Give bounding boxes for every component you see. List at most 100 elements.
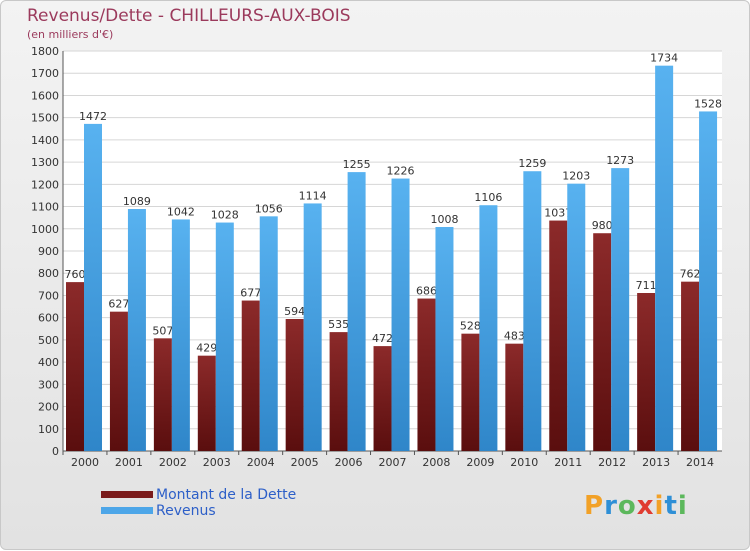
data-label: 686	[416, 285, 437, 298]
x-tick-label: 2008	[422, 456, 450, 469]
x-tick-label: 2004	[247, 456, 275, 469]
data-label: 980	[592, 219, 613, 232]
chart-subtitle: (en milliers d'€)	[27, 28, 114, 41]
data-label: 594	[284, 305, 305, 318]
bar-revenus	[435, 227, 454, 451]
data-label: 1028	[211, 209, 239, 222]
data-label: 1273	[606, 154, 634, 167]
bar-revenus	[479, 205, 498, 451]
data-label: 1203	[562, 170, 590, 183]
y-tick-label: 1600	[31, 89, 59, 102]
y-tick-label: 1700	[31, 67, 59, 80]
bar-dette	[505, 343, 524, 451]
x-tick-label: 2009	[466, 456, 494, 469]
data-label: 1528	[694, 97, 722, 110]
bar-revenus	[215, 222, 234, 451]
data-label: 1056	[255, 202, 283, 215]
logo-letter: i	[654, 491, 665, 521]
data-label: 1472	[79, 110, 107, 123]
bar-dette	[461, 333, 480, 451]
x-tick-label: 2003	[203, 456, 231, 469]
data-label: 528	[460, 320, 481, 333]
data-label: 1106	[474, 191, 502, 204]
y-tick-label: 1300	[31, 156, 59, 169]
y-tick-label: 1400	[31, 134, 59, 147]
bar-dette	[593, 233, 612, 451]
bar-dette	[373, 346, 392, 451]
data-label: 1114	[299, 189, 327, 202]
x-tick-label: 2007	[379, 456, 407, 469]
y-tick-label: 300	[38, 378, 59, 391]
data-label: 1226	[387, 165, 415, 178]
bar-dette	[681, 281, 700, 451]
bar-revenus	[303, 203, 322, 451]
y-tick-label: 1100	[31, 201, 59, 214]
y-tick-label: 900	[38, 245, 59, 258]
bar-revenus	[84, 123, 102, 451]
bar-revenus	[391, 178, 410, 452]
y-tick-label: 600	[38, 312, 59, 325]
bar-dette	[329, 332, 348, 451]
x-tick-label: 2005	[291, 456, 319, 469]
y-tick-label: 200	[38, 401, 59, 414]
legend-label-revenus: Revenus	[156, 503, 216, 519]
data-label: 762	[680, 268, 701, 281]
x-tick-label: 2002	[159, 456, 187, 469]
proxiti-logo: Proxiti	[584, 491, 688, 521]
data-label: 627	[108, 298, 129, 311]
bar-revenus	[699, 111, 718, 451]
y-tick-label: 1200	[31, 178, 59, 191]
logo-letter: t	[664, 491, 678, 521]
legend-swatch-dette	[101, 491, 153, 498]
data-label: 472	[372, 332, 393, 345]
logo-letter: P	[584, 491, 605, 521]
logo-letter: o	[617, 491, 637, 521]
bar-dette	[417, 298, 436, 451]
bar-revenus	[655, 65, 674, 452]
y-tick-label: 1000	[31, 223, 59, 236]
bar-dette	[153, 338, 172, 451]
data-label: 1734	[650, 52, 678, 65]
bar-dette	[241, 300, 260, 451]
y-tick-label: 1500	[31, 112, 59, 125]
data-label: 1089	[123, 195, 151, 208]
data-label: 760	[65, 268, 86, 281]
x-tick-label: 2010	[510, 456, 538, 469]
bar-dette	[197, 355, 216, 451]
x-tick-label: 2011	[554, 456, 582, 469]
bar-dette	[66, 282, 84, 451]
chart-title: Revenus/Dette - CHILLEURS-AUX-BOIS	[27, 6, 351, 26]
data-label: 535	[328, 318, 349, 331]
data-label: 1037	[544, 207, 572, 220]
data-label: 483	[504, 330, 525, 343]
bar-dette	[637, 293, 656, 451]
bar-revenus	[347, 172, 366, 451]
data-label: 1259	[518, 157, 546, 170]
logo-letter: r	[604, 491, 618, 521]
logo-letter: i	[677, 491, 688, 521]
x-tick-label: 2006	[335, 456, 363, 469]
y-tick-label: 100	[38, 423, 59, 436]
bar-revenus	[523, 171, 542, 451]
bar-revenus	[259, 216, 278, 451]
y-tick-label: 400	[38, 356, 59, 369]
y-tick-label: 800	[38, 267, 59, 280]
logo-letter: x	[636, 491, 655, 521]
y-tick-label: 700	[38, 289, 59, 302]
data-label: 1255	[343, 158, 371, 171]
bar-revenus	[567, 183, 586, 451]
bar-revenus	[127, 209, 146, 451]
y-tick-label: 1800	[31, 45, 59, 58]
bar-dette	[109, 311, 128, 451]
x-tick-label: 2013	[642, 456, 670, 469]
x-tick-label: 2012	[598, 456, 626, 469]
data-label: 507	[152, 324, 173, 337]
data-label: 429	[196, 342, 217, 355]
legend-swatch-revenus	[101, 507, 153, 514]
data-label: 1042	[167, 205, 195, 218]
x-tick-label: 2000	[71, 456, 99, 469]
x-tick-label: 2001	[115, 456, 143, 469]
legend-label-dette: Montant de la Dette	[156, 487, 297, 503]
